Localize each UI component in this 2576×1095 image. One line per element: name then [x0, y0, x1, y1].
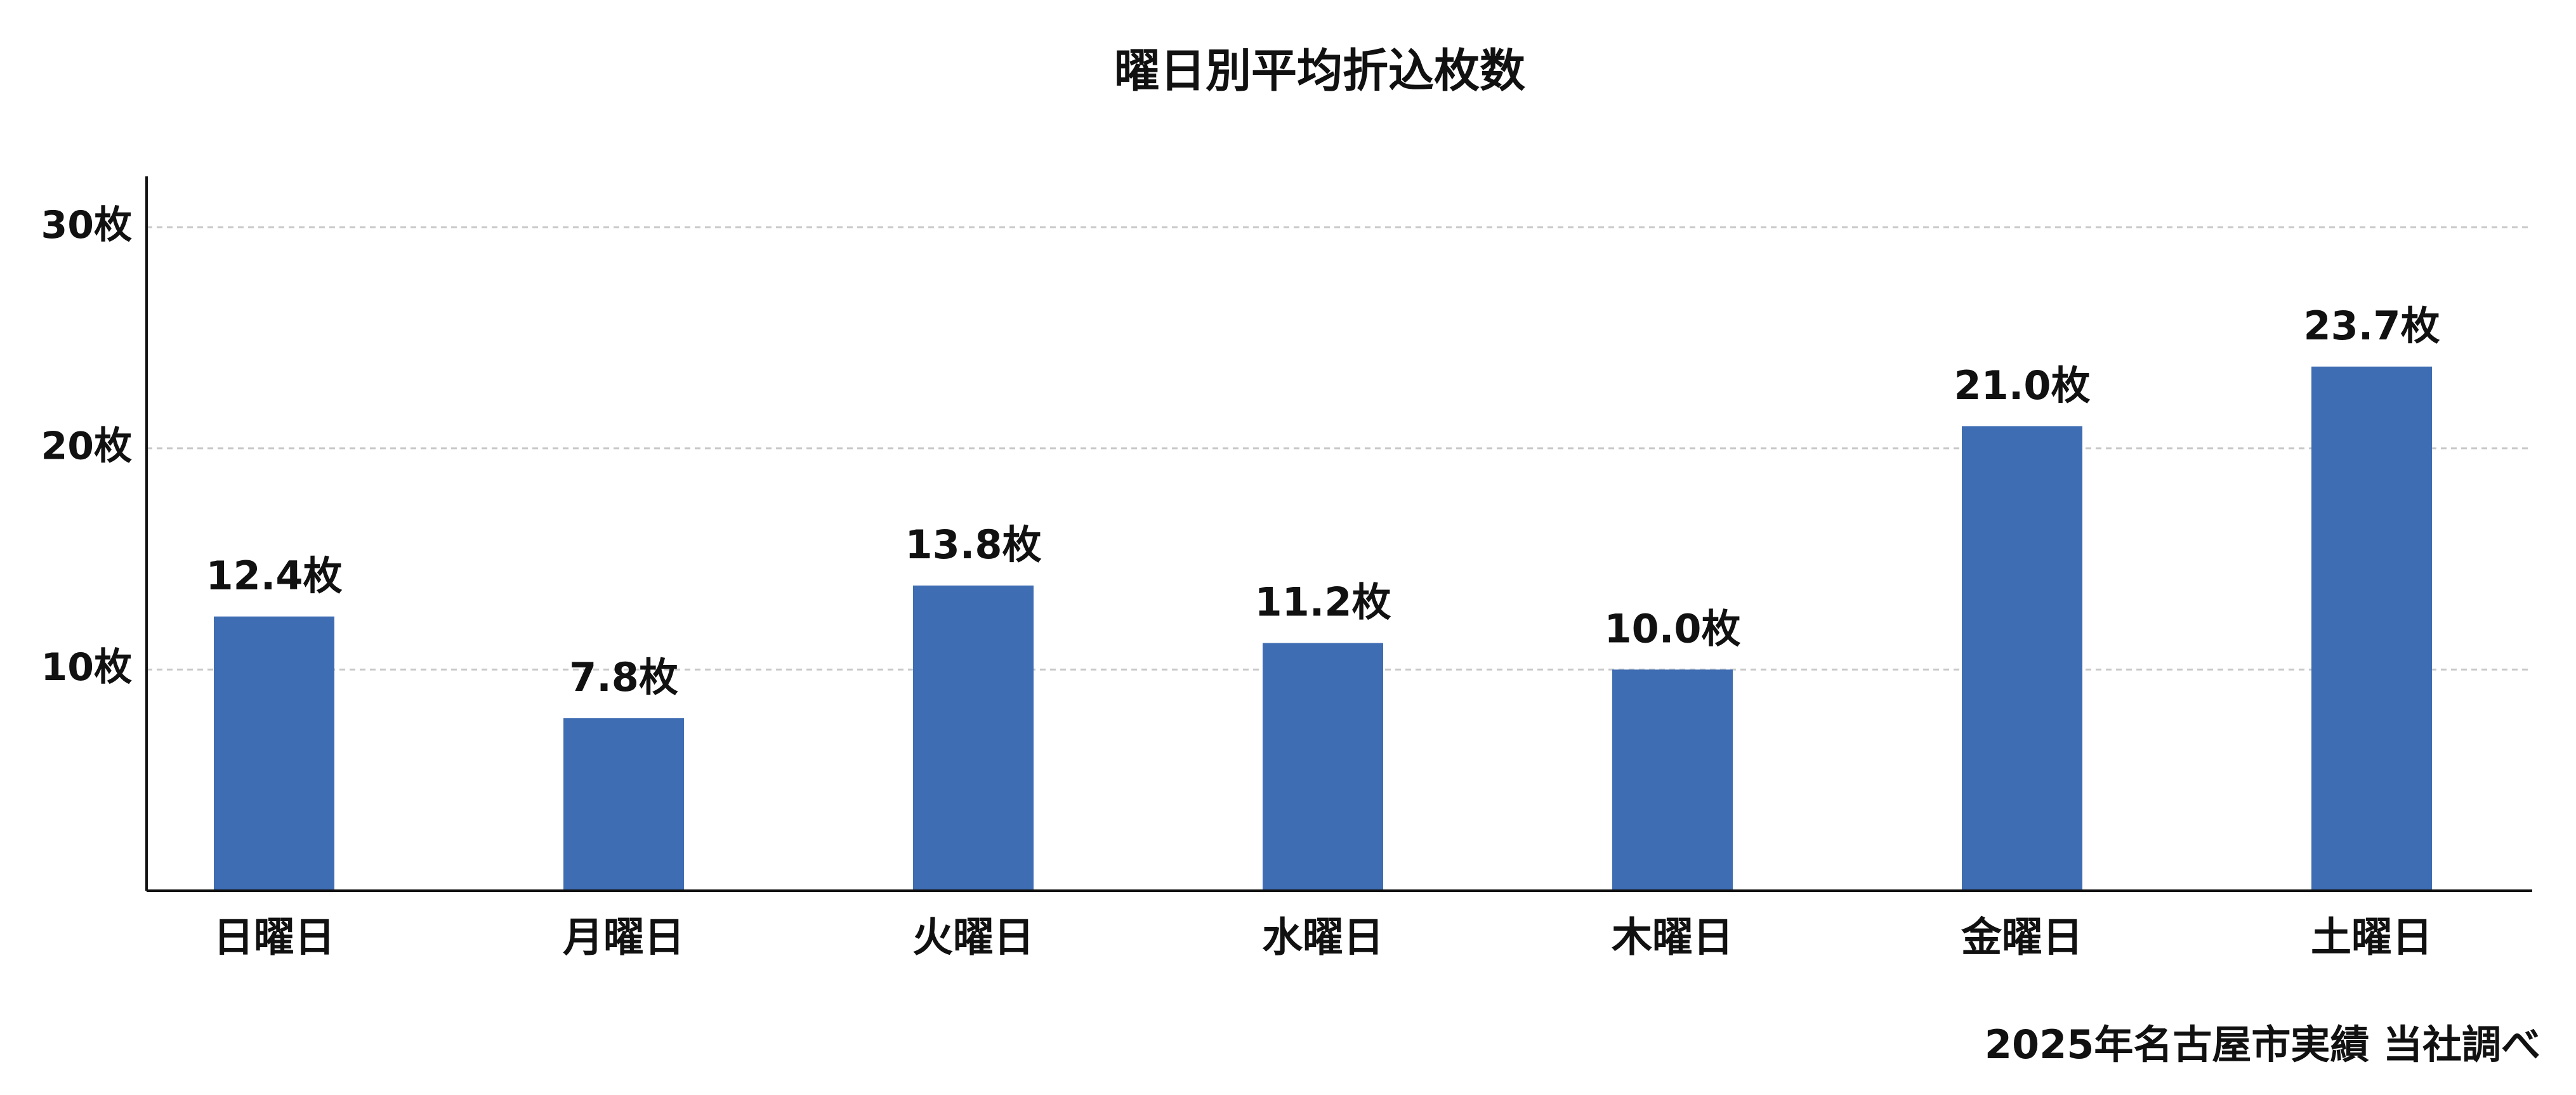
x-tick-label: 日曜日 — [213, 915, 335, 962]
x-tick-label: 土曜日 — [2311, 915, 2433, 962]
bar — [913, 585, 1034, 891]
bar — [1263, 643, 1383, 891]
x-tick-label: 金曜日 — [1961, 915, 2083, 962]
value-label: 10.0枚 — [1605, 605, 1741, 652]
bar — [1962, 426, 2082, 891]
bar — [1612, 669, 1733, 891]
value-label: 12.4枚 — [206, 553, 343, 599]
value-label: 13.8枚 — [905, 521, 1042, 568]
chart-title: 曜日別平均折込枚数 — [1114, 44, 1525, 98]
bar — [214, 616, 334, 891]
x-tick-label: 木曜日 — [1612, 915, 1733, 962]
y-tick-label: 20枚 — [41, 424, 133, 468]
value-label: 23.7枚 — [2304, 303, 2440, 349]
x-tick-label: 水曜日 — [1262, 915, 1384, 962]
x-tick-label: 火曜日 — [912, 915, 1034, 962]
bar — [563, 718, 684, 891]
source-note: 2025年名古屋市実績 当社調べ — [1985, 1021, 2540, 1068]
bar — [2311, 366, 2432, 891]
value-label: 21.0枚 — [1954, 362, 2091, 409]
y-tick-label: 10枚 — [41, 645, 133, 690]
x-tick-label: 月曜日 — [563, 915, 685, 962]
y-tick-label: 30枚 — [41, 203, 133, 247]
value-label: 11.2枚 — [1255, 579, 1391, 626]
value-label: 7.8枚 — [569, 654, 678, 700]
